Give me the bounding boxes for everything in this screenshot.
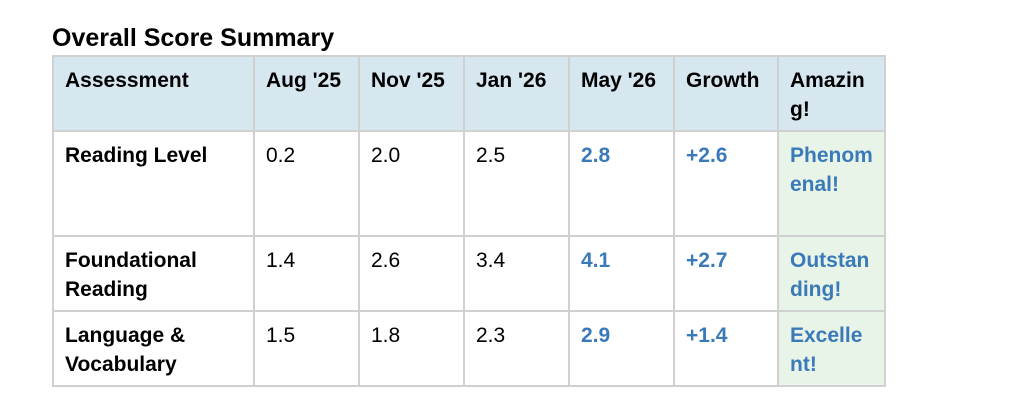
table-cell: 4.1 — [568, 235, 675, 312]
table-row: Reading Level 0.2 2.0 2.5 2.8 +2.6 Phenomenal! — [52, 130, 886, 237]
column-header: Aug '25 — [253, 55, 360, 132]
table-cell: 3.4 — [463, 235, 570, 312]
table-cell: 2.5 — [463, 130, 570, 237]
table-cell: 2.9 — [568, 310, 675, 387]
column-header: Jan '26 — [463, 55, 570, 132]
row-label: Reading Level — [52, 130, 255, 237]
table-cell: Phenomenal! — [777, 130, 886, 237]
table-cell: Excellent! — [777, 310, 886, 387]
table-cell: 2.0 — [358, 130, 465, 237]
table-cell: Outstanding! — [777, 235, 886, 312]
header-row: Assessment Aug '25 Nov '25 Jan '26 May '26 Gr… — [52, 55, 886, 132]
table-cell: +2.7 — [673, 235, 779, 312]
table-cell: +2.6 — [673, 130, 779, 237]
table-row: Foundational Reading 1.4 2.6 3.4 4.1 +2.7 Outs… — [52, 235, 886, 312]
row-label: Foundational Reading — [52, 235, 255, 312]
column-header: Assessment — [52, 55, 255, 132]
table-cell: +1.4 — [673, 310, 779, 387]
table-cell: 2.3 — [463, 310, 570, 387]
column-header: Growth — [673, 55, 779, 132]
row-label: Language & Vocabulary — [52, 310, 255, 387]
table-cell: 2.6 — [358, 235, 465, 312]
column-header: Nov '25 — [358, 55, 465, 132]
table-body: Reading Level 0.2 2.0 2.5 2.8 +2.6 Phenomenal!… — [52, 130, 886, 387]
table-row: Language & Vocabulary 1.5 1.8 2.3 2.9 +1.4 Exc… — [52, 310, 886, 387]
title: Overall Score Summary — [52, 24, 335, 52]
table-cell: 1.5 — [253, 310, 360, 387]
score-table: Assessment Aug '25 Nov '25 Jan '26 May '26 Gr… — [52, 55, 886, 387]
table-cell: 1.4 — [253, 235, 360, 312]
column-header: May '26 — [568, 55, 675, 132]
table-cell: 1.8 — [358, 310, 465, 387]
table-cell: 0.2 — [253, 130, 360, 237]
summary: Overall Score Summary Assessment Aug '25 N… — [52, 22, 886, 387]
table-cell: 2.8 — [568, 130, 675, 237]
column-header: Amazing! — [777, 55, 886, 132]
